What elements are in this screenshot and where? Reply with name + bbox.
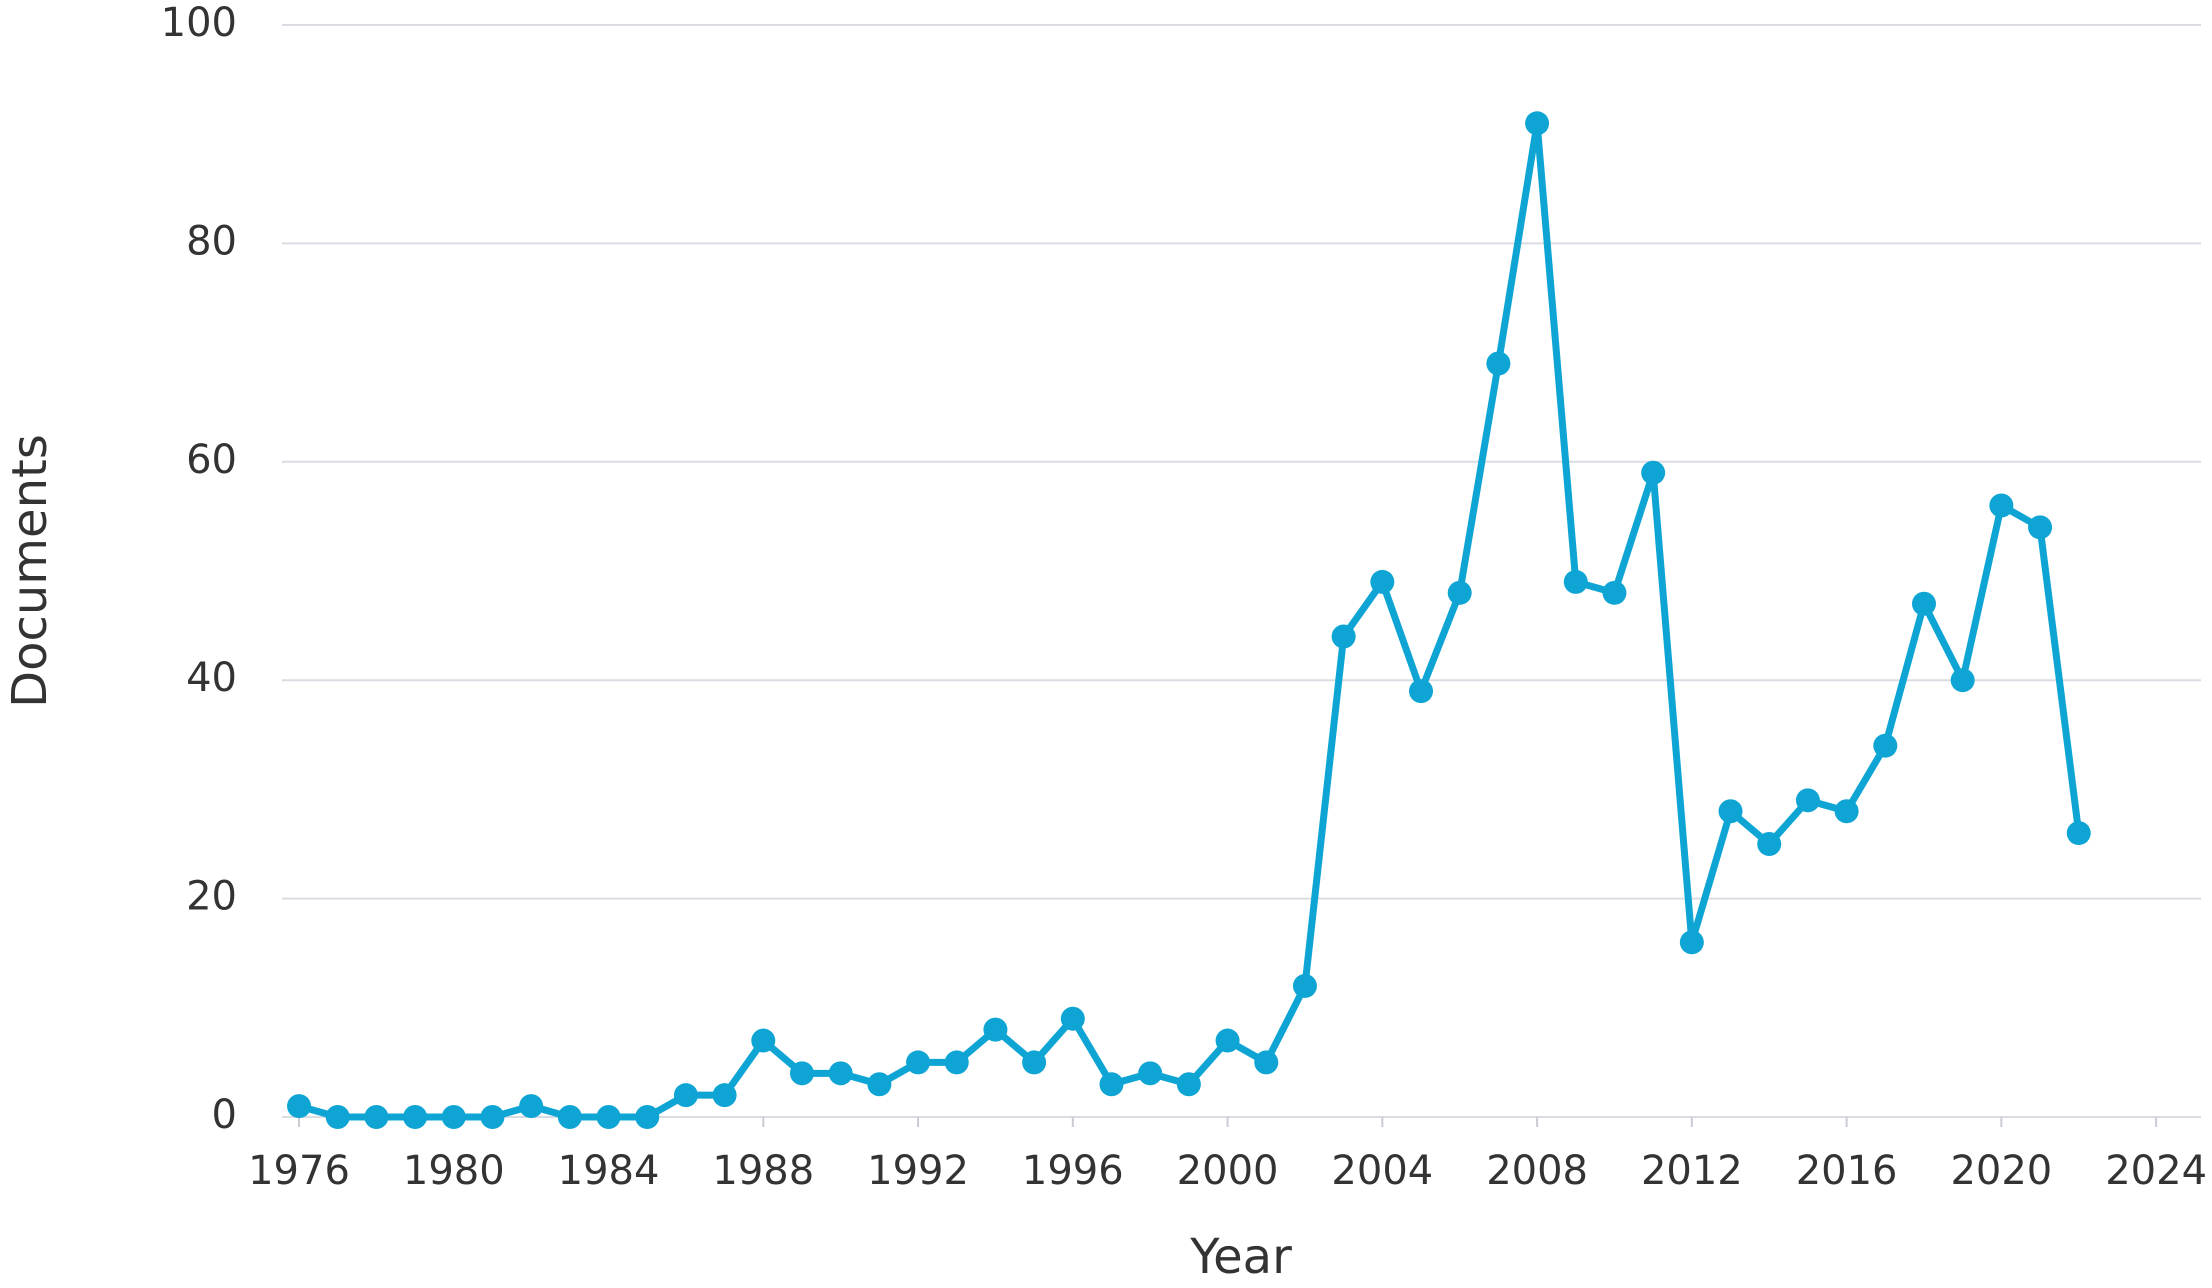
data-point xyxy=(480,1105,505,1129)
data-point xyxy=(1718,799,1743,824)
x-tick-label: 2008 xyxy=(1486,1148,1588,1194)
x-tick-label: 2020 xyxy=(1950,1148,2052,1194)
y-tick-label: 100 xyxy=(161,0,237,46)
data-point xyxy=(1447,580,1472,605)
x-tick-label: 1984 xyxy=(558,1148,660,1194)
y-axis-title: Documents xyxy=(2,434,58,708)
x-tick-label: 1992 xyxy=(867,1148,969,1194)
data-point xyxy=(1099,1072,1124,1097)
x-tick-label: 1976 xyxy=(248,1148,350,1194)
data-point xyxy=(1331,624,1356,649)
data-point xyxy=(2066,821,2091,846)
x-tick-label: 1996 xyxy=(1022,1148,1124,1194)
data-point xyxy=(1873,733,1898,758)
data-point xyxy=(1989,493,2014,518)
data-point xyxy=(557,1105,582,1129)
data-point xyxy=(519,1094,544,1119)
data-point xyxy=(789,1061,814,1086)
data-point xyxy=(1409,679,1434,704)
data-point xyxy=(1795,788,1820,813)
data-point xyxy=(441,1105,466,1129)
data-point xyxy=(712,1083,737,1108)
data-point xyxy=(1370,569,1395,594)
data-point xyxy=(906,1050,931,1075)
data-point xyxy=(1138,1061,1163,1086)
y-tick-label: 0 xyxy=(212,1092,237,1138)
x-tick-label: 2016 xyxy=(1796,1148,1898,1194)
x-tick-label: 1988 xyxy=(712,1148,814,1194)
data-point xyxy=(2028,515,2053,540)
data-point xyxy=(1176,1072,1201,1097)
data-point xyxy=(1757,832,1782,856)
data-point xyxy=(1254,1050,1279,1075)
data-point xyxy=(325,1105,350,1129)
x-tick-label: 2024 xyxy=(2105,1148,2207,1194)
data-point xyxy=(635,1105,660,1129)
data-point xyxy=(1641,460,1666,485)
y-tick-label: 40 xyxy=(186,655,237,701)
x-tick-label: 1980 xyxy=(403,1148,505,1194)
data-point xyxy=(364,1105,389,1129)
y-tick-label: 60 xyxy=(186,437,237,483)
data-point xyxy=(944,1050,969,1075)
data-point xyxy=(1679,930,1704,955)
x-tick-label: 2004 xyxy=(1331,1148,1433,1194)
data-line xyxy=(298,119,2083,1121)
x-axis-title: Year xyxy=(1189,1229,1292,1285)
data-point xyxy=(403,1105,428,1129)
data-point xyxy=(287,1094,312,1119)
data-point xyxy=(1950,668,1975,693)
y-tick-label: 20 xyxy=(186,874,237,920)
data-point xyxy=(1525,111,1550,136)
x-tick-label: 2012 xyxy=(1641,1148,1743,1194)
y-tick-label: 80 xyxy=(186,218,237,264)
data-point xyxy=(751,1028,776,1053)
data-point xyxy=(1563,569,1588,594)
data-point xyxy=(1911,591,1936,616)
data-point xyxy=(1602,580,1627,605)
data-point xyxy=(1060,1006,1085,1031)
data-point xyxy=(867,1072,892,1097)
data-point xyxy=(1022,1050,1047,1075)
data-point xyxy=(983,1017,1008,1042)
data-point xyxy=(1292,973,1317,998)
data-point xyxy=(1834,799,1859,824)
x-tick-label: 2000 xyxy=(1177,1148,1279,1194)
data-point xyxy=(1486,351,1511,376)
data-point xyxy=(673,1083,698,1108)
data-point xyxy=(596,1105,621,1129)
data-point xyxy=(828,1061,853,1086)
data-point xyxy=(1215,1028,1240,1053)
